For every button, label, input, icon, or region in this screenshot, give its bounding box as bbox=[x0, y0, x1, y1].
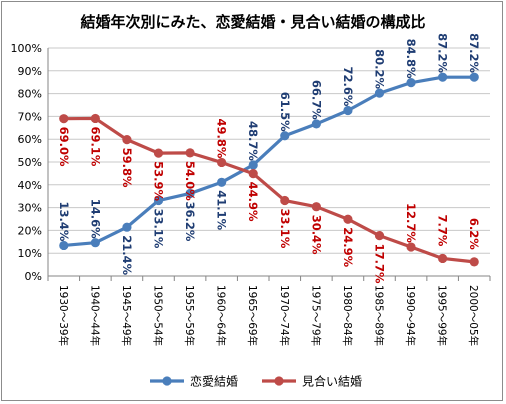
y-tick-label: 40% bbox=[18, 179, 42, 192]
data-label: 84.8% bbox=[404, 39, 418, 79]
data-label: 24.9% bbox=[341, 227, 355, 267]
y-tick-label: 10% bbox=[18, 247, 42, 260]
data-label: 7.7% bbox=[436, 214, 450, 246]
data-label: 6.2% bbox=[467, 218, 481, 250]
x-tick-label: 1965〜69年 bbox=[246, 285, 259, 346]
data-point bbox=[122, 135, 132, 145]
data-label: 30.4% bbox=[309, 215, 323, 255]
data-point bbox=[122, 222, 132, 232]
series-lines bbox=[59, 72, 479, 267]
data-point bbox=[374, 231, 385, 241]
y-tick-label: 70% bbox=[18, 110, 42, 123]
data-point bbox=[406, 242, 416, 252]
chart-title: 結婚年次別にみた、恋愛結婚・見合い結婚の構成比 bbox=[80, 13, 425, 31]
data-point bbox=[185, 148, 195, 158]
data-point bbox=[90, 113, 100, 124]
data-label: 54.0% bbox=[183, 161, 197, 201]
x-axis-ticks: 1930〜39年 1940〜44年 1945〜49年 1950〜54年 1955〜59年… bbox=[57, 285, 480, 346]
data-label: 12.7% bbox=[404, 203, 418, 243]
gridlines bbox=[47, 47, 491, 281]
x-tick-label: 1955〜59年 bbox=[183, 285, 196, 346]
data-label: 87.2% bbox=[436, 33, 450, 73]
data-label: 21.4% bbox=[120, 235, 134, 275]
legend: 恋愛結婚 見合い結婚 bbox=[150, 374, 362, 389]
data-point bbox=[280, 195, 290, 206]
legend-swatch-marker bbox=[274, 376, 284, 386]
x-tick-label: 1950〜54年 bbox=[152, 285, 165, 346]
data-point bbox=[311, 119, 321, 129]
data-label: 49.8% bbox=[215, 118, 229, 158]
data-point bbox=[217, 157, 227, 168]
data-label: 69.0% bbox=[57, 127, 71, 167]
data-label: 80.2% bbox=[373, 49, 387, 89]
data-label: 59.8% bbox=[120, 148, 134, 188]
y-tick-label: 0% bbox=[25, 270, 42, 283]
data-label: 72.6% bbox=[341, 66, 355, 106]
y-tick-label: 60% bbox=[18, 133, 42, 146]
data-point bbox=[406, 78, 416, 88]
data-label: 66.7% bbox=[309, 80, 323, 120]
data-point bbox=[153, 195, 164, 206]
series-line bbox=[63, 75, 475, 248]
y-tick-label: 50% bbox=[18, 156, 42, 169]
legend-label: 恋愛結婚 bbox=[190, 374, 238, 389]
y-tick-label: 30% bbox=[18, 202, 42, 215]
data-point bbox=[59, 114, 69, 124]
x-tick-label: 1990〜94年 bbox=[404, 285, 417, 346]
legend-swatch-marker bbox=[162, 376, 172, 386]
data-point bbox=[438, 72, 448, 82]
data-point bbox=[59, 240, 69, 251]
data-label: 61.5% bbox=[278, 92, 292, 132]
legend-label: 見合い結婚 bbox=[302, 374, 362, 389]
data-label: 48.7% bbox=[246, 121, 260, 161]
data-point bbox=[438, 253, 448, 264]
data-point bbox=[374, 88, 385, 98]
data-label: 17.7% bbox=[373, 244, 387, 284]
y-tick-label: 20% bbox=[18, 224, 42, 237]
data-label: 13.4% bbox=[57, 201, 71, 241]
data-point bbox=[343, 105, 353, 116]
data-label: 69.1% bbox=[88, 126, 102, 166]
x-tick-label: 1985〜89年 bbox=[373, 285, 386, 346]
data-point bbox=[185, 188, 195, 199]
data-point bbox=[343, 214, 353, 224]
x-tick-label: 1970〜74年 bbox=[278, 285, 291, 346]
x-tick-label: 1975〜79年 bbox=[309, 285, 322, 346]
y-tick-label: 100% bbox=[11, 42, 42, 55]
series-line bbox=[63, 116, 475, 264]
data-point bbox=[469, 257, 479, 267]
x-tick-label: 1930〜39年 bbox=[57, 285, 70, 346]
data-point bbox=[469, 72, 479, 82]
data-label: 33.1% bbox=[152, 209, 166, 249]
data-label: 87.2% bbox=[467, 33, 481, 73]
data-label: 33.1% bbox=[278, 209, 292, 249]
data-point bbox=[311, 202, 321, 212]
data-label: 44.9% bbox=[246, 182, 260, 222]
data-point bbox=[248, 160, 258, 170]
data-point bbox=[248, 169, 258, 179]
y-tick-label: 90% bbox=[18, 65, 42, 78]
y-axis-ticks: 0% 10% 20% 30% 40% 50% 60% 70% 80% 90% 100% bbox=[11, 42, 42, 283]
data-labels: 13.4% 14.6% 21.4% 33.1% 36.2% 41.1% 48.7% 61.5%… bbox=[57, 33, 481, 284]
data-point bbox=[217, 177, 227, 187]
x-tick-label: 1945〜49年 bbox=[120, 285, 133, 346]
x-tick-label: 1960〜64年 bbox=[215, 285, 228, 346]
data-label: 53.9% bbox=[152, 161, 166, 201]
data-point bbox=[153, 148, 164, 158]
data-label: 14.6% bbox=[88, 199, 102, 239]
x-tick-label: 1995〜99年 bbox=[436, 285, 449, 346]
x-tick-label: 1980〜84年 bbox=[341, 285, 354, 346]
data-label: 36.2% bbox=[183, 201, 197, 241]
y-tick-label: 80% bbox=[18, 88, 42, 101]
data-label: 41.1% bbox=[215, 190, 229, 230]
x-tick-label: 1940〜44年 bbox=[88, 285, 101, 346]
x-tick-label: 2000〜05年 bbox=[467, 285, 480, 346]
data-point bbox=[280, 131, 290, 141]
data-point bbox=[90, 238, 100, 248]
